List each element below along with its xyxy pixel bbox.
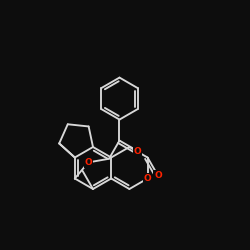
Text: O: O <box>144 174 152 183</box>
Text: O: O <box>134 146 141 156</box>
Text: O: O <box>154 171 162 180</box>
Text: O: O <box>84 158 92 167</box>
